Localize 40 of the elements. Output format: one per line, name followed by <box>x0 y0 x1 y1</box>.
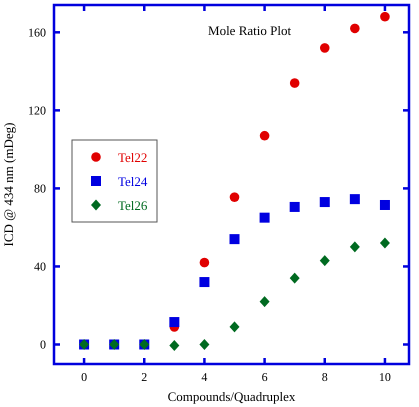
x-tick-label: 6 <box>262 370 268 384</box>
legend-label: Tel22 <box>118 150 148 165</box>
point <box>169 317 180 328</box>
legend-label: Tel24 <box>118 174 148 189</box>
point <box>230 234 240 244</box>
point <box>230 192 240 202</box>
y-tick-label: 80 <box>34 181 46 196</box>
point <box>290 78 300 88</box>
x-tick-label: 10 <box>378 370 391 384</box>
point <box>320 43 330 53</box>
point <box>380 12 390 22</box>
text: Mole Ratio Plot <box>208 23 292 38</box>
point <box>260 296 270 308</box>
point <box>260 212 270 223</box>
point <box>199 338 210 350</box>
point <box>260 130 270 141</box>
y-tick-label: 40 <box>34 259 46 274</box>
point <box>320 255 330 266</box>
y-tick-label: 120 <box>28 103 46 118</box>
point <box>350 194 360 204</box>
x-tick-label: 0 <box>81 370 88 384</box>
point <box>200 258 210 268</box>
point <box>350 24 360 34</box>
point <box>380 238 390 249</box>
x-tick-label: 4 <box>201 370 208 384</box>
point <box>320 197 330 208</box>
x-axis-title: Compounds/Quadruplex <box>168 389 296 404</box>
x-tick-label: 8 <box>322 370 328 384</box>
point <box>199 277 210 288</box>
point <box>350 241 360 252</box>
point <box>290 272 300 284</box>
y-tick-label: 160 <box>28 25 46 40</box>
point <box>230 321 240 332</box>
legend-label: Tel26 <box>118 198 148 213</box>
y-tick-label: 0 <box>40 337 46 352</box>
point <box>169 340 180 351</box>
point <box>290 202 300 212</box>
point <box>380 200 390 210</box>
x-tick-label: 2 <box>141 370 148 384</box>
y-axis-title: ICD @ 434 nm (mDeg) <box>1 122 16 246</box>
